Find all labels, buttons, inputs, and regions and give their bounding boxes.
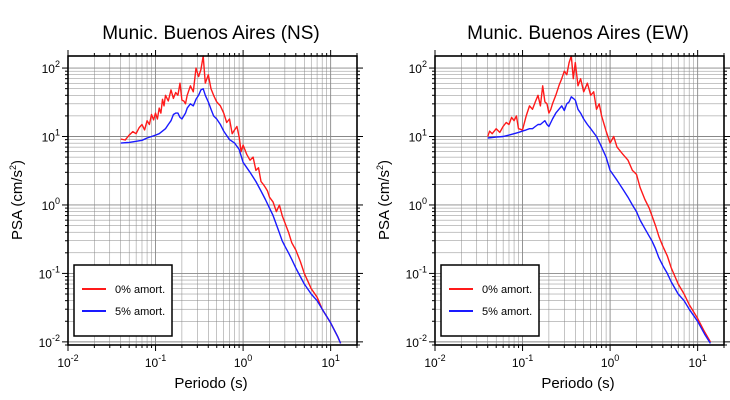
- axis-ticks: 10-2 10-1 100 101 10-2 10-1 100 101 102: [406, 50, 730, 370]
- y-tick-label: 100: [409, 196, 427, 213]
- chart-title: Munic. Buenos Aires (EW): [467, 23, 689, 44]
- x-tick-label: 100: [601, 353, 619, 370]
- axis-ticks: 10-2 10-1 100 101 10-2 10-1 100 101 102: [39, 50, 363, 370]
- legend-blue-label: 5% amort.: [482, 306, 532, 318]
- x-tick-label: 101: [321, 353, 339, 370]
- x-tick-label: 101: [688, 353, 706, 370]
- legend-red-label: 0% amort.: [482, 284, 532, 296]
- grid: [67, 56, 358, 346]
- x-tick-label: 10-1: [145, 353, 166, 370]
- legend-box: [73, 264, 173, 337]
- series-line-5pct: [487, 96, 711, 344]
- y-axis-label: PSA (cm/s2): [8, 160, 26, 240]
- y-tick-label: 102: [42, 59, 60, 76]
- legend-box: [440, 264, 540, 337]
- x-axis-label: Periodo (s): [541, 375, 614, 392]
- plot-frame: [434, 55, 725, 346]
- series-line-5pct: [120, 87, 342, 344]
- series-line-0pct: [120, 55, 342, 344]
- chart-ew: Munic. Buenos Aires (EW) 10-2 10-1 100 1011…: [375, 23, 730, 392]
- legend: 0% amort. 5% amort.: [73, 264, 173, 337]
- x-tick-label: 10-2: [57, 353, 78, 370]
- plot-frame: [67, 55, 358, 346]
- chart-ns: Munic. Buenos Aires (NS) 10-2 10-1 100 1011…: [8, 23, 363, 392]
- y-axis-label: PSA (cm/s2): [375, 160, 393, 240]
- y-tick-label: 100: [42, 196, 60, 213]
- y-tick-label: 101: [42, 128, 60, 145]
- y-tick-label: 102: [409, 59, 427, 76]
- chart-title: Munic. Buenos Aires (NS): [102, 23, 320, 44]
- series-group: [487, 55, 712, 344]
- y-tick-label: 10-2: [406, 333, 427, 350]
- legend: 0% amort. 5% amort.: [440, 264, 540, 337]
- series-line-0pct: [487, 55, 712, 343]
- y-tick-label: 10-1: [406, 264, 427, 281]
- x-axis-label: Periodo (s): [174, 375, 247, 392]
- legend-red-label: 0% amort.: [115, 284, 165, 296]
- y-tick-label: 10-1: [39, 264, 60, 281]
- y-tick-label: 101: [409, 128, 427, 145]
- x-tick-label: 100: [234, 353, 252, 370]
- x-tick-label: 10-1: [512, 353, 533, 370]
- x-tick-label: 10-2: [424, 353, 445, 370]
- legend-blue-label: 5% amort.: [115, 306, 165, 318]
- y-tick-label: 10-2: [39, 333, 60, 350]
- series-group: [120, 55, 342, 344]
